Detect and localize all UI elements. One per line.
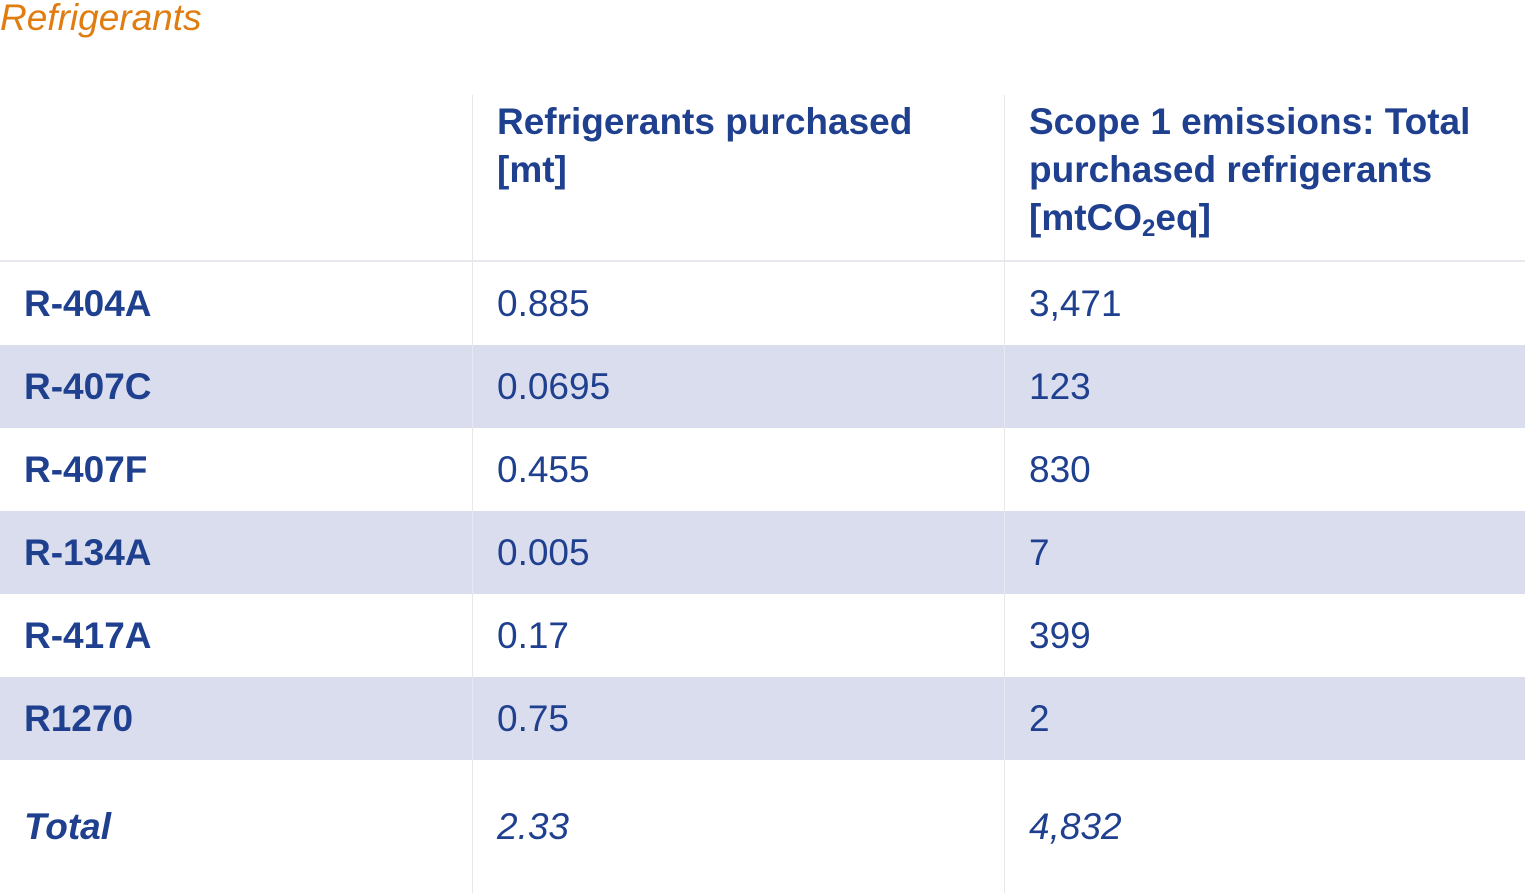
refrigerant-cell: R-134A (0, 511, 472, 594)
emissions-value: 399 (1029, 614, 1091, 656)
total-label: Total (24, 805, 112, 847)
header-cell-purchased: Refrigerants purchased [mt] (472, 95, 1004, 260)
purchased-cell: 0.75 (472, 677, 1004, 760)
emissions-value: 123 (1029, 365, 1091, 407)
purchased-value: 0.17 (497, 614, 570, 656)
header-cell-emissions: Scope 1 emissions: Total purchased refri… (1004, 95, 1525, 260)
purchased-cell: 0.455 (472, 428, 1004, 511)
purchased-value: 0.455 (497, 448, 590, 490)
total-emissions-cell: 4,832 (1004, 760, 1525, 893)
refrigerant-cell: R-407F (0, 428, 472, 511)
refrigerant-cell: R-407C (0, 345, 472, 428)
emissions-value: 7 (1029, 531, 1050, 573)
header-purchased-label: Refrigerants purchased [mt] (497, 101, 913, 190)
refrigerant-cell: R-417A (0, 594, 472, 677)
refrigerant-name: R-407F (24, 448, 148, 490)
refrigerant-name: R-417A (24, 614, 152, 656)
purchased-cell: 0.005 (472, 511, 1004, 594)
table-row: R1270 0.75 2 (0, 677, 1525, 760)
table-row: R-404A 0.885 3,471 (0, 262, 1525, 345)
purchased-cell: 0.885 (472, 262, 1004, 345)
purchased-value: 0.885 (497, 282, 590, 324)
total-row: Total 2.33 4,832 (0, 760, 1525, 893)
header-emissions-subscript: 2 (1142, 215, 1156, 242)
emissions-value: 2 (1029, 697, 1050, 739)
emissions-cell: 399 (1004, 594, 1525, 677)
refrigerant-name: R1270 (24, 697, 134, 739)
refrigerant-name: R-404A (24, 282, 152, 324)
header-cell-empty (0, 95, 472, 260)
purchased-cell: 0.0695 (472, 345, 1004, 428)
table-row: R-407F 0.455 830 (0, 428, 1525, 511)
table-row: R-407C 0.0695 123 (0, 345, 1525, 428)
emissions-cell: 2 (1004, 677, 1525, 760)
purchased-cell: 0.17 (472, 594, 1004, 677)
refrigerant-name: R-407C (24, 365, 152, 407)
emissions-value: 830 (1029, 448, 1091, 490)
emissions-value: 3,471 (1029, 282, 1122, 324)
header-emissions-text: Scope 1 emissions: Total purchased refri… (1029, 101, 1471, 238)
refrigerant-cell: R1270 (0, 677, 472, 760)
emissions-cell: 123 (1004, 345, 1525, 428)
total-purchased-value: 2.33 (497, 805, 570, 847)
table-header-row: Refrigerants purchased [mt] Scope 1 emis… (0, 95, 1525, 262)
purchased-value: 0.0695 (497, 365, 611, 407)
total-label-cell: Total (0, 760, 472, 893)
table-row: R-417A 0.17 399 (0, 594, 1525, 677)
refrigerants-table: Refrigerants purchased [mt] Scope 1 emis… (0, 95, 1525, 893)
refrigerant-name: R-134A (24, 531, 152, 573)
total-emissions-value: 4,832 (1029, 805, 1122, 847)
header-emissions-end: eq] (1155, 197, 1211, 238)
emissions-cell: 7 (1004, 511, 1525, 594)
emissions-cell: 3,471 (1004, 262, 1525, 345)
emissions-cell: 830 (1004, 428, 1525, 511)
table-row: R-134A 0.005 7 (0, 511, 1525, 594)
purchased-value: 0.005 (497, 531, 590, 573)
purchased-value: 0.75 (497, 697, 570, 739)
header-emissions-label: Scope 1 emissions: Total purchased refri… (1029, 98, 1509, 242)
total-purchased-cell: 2.33 (472, 760, 1004, 893)
refrigerant-cell: R-404A (0, 262, 472, 345)
section-title: Refrigerants (0, 0, 202, 38)
